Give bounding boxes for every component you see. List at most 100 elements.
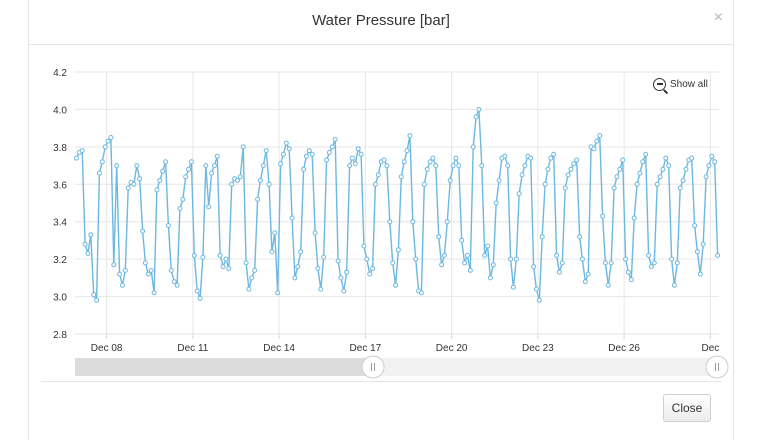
show-all-button[interactable]: Show all (653, 76, 708, 92)
y-tick-label: 3.2 (53, 255, 67, 266)
data-point (574, 157, 580, 163)
data-point (554, 252, 560, 258)
data-point (283, 140, 289, 146)
data-point (234, 178, 240, 183)
data-point (312, 230, 318, 236)
data-point (617, 166, 623, 172)
data-point (522, 163, 528, 169)
range-navigator[interactable] (75, 355, 729, 379)
data-point (372, 181, 378, 187)
data-point (151, 290, 157, 296)
data-point (657, 174, 663, 180)
data-point (542, 181, 548, 187)
data-point (577, 234, 583, 240)
y-tick-label: 3.0 (53, 293, 67, 304)
data-point (660, 166, 666, 172)
data-point (677, 185, 683, 191)
data-point (637, 170, 643, 176)
data-point (433, 163, 439, 169)
data-point (493, 200, 499, 206)
close-button[interactable]: Close (663, 394, 711, 422)
data-point (634, 181, 640, 187)
data-point (191, 252, 197, 258)
data-point (395, 247, 401, 253)
x-tick-label: Dec (701, 343, 719, 354)
x-tick-label: Dec 11 (177, 343, 208, 354)
data-point (148, 267, 154, 273)
data-point (384, 163, 390, 169)
data-point (651, 260, 657, 266)
data-point (683, 166, 689, 172)
data-point (482, 252, 488, 258)
data-point (712, 159, 718, 165)
data-point (145, 271, 151, 277)
data-point (703, 174, 709, 180)
data-point (620, 157, 626, 163)
data-point (99, 159, 105, 165)
data-point (329, 144, 335, 150)
data-point (536, 297, 542, 303)
data-point (611, 185, 617, 191)
data-point (628, 277, 634, 283)
data-point (582, 279, 588, 285)
data-point (203, 163, 209, 169)
data-point (381, 157, 387, 163)
data-point (309, 151, 315, 157)
navigator-right-handle[interactable] (705, 355, 729, 379)
data-point (496, 178, 502, 183)
data-point (706, 163, 712, 169)
data-point (666, 163, 672, 169)
data-point (223, 256, 229, 262)
data-point (436, 234, 442, 240)
data-point (709, 153, 715, 159)
data-point (625, 269, 631, 275)
data-point (663, 155, 669, 161)
data-point (344, 269, 350, 275)
show-all-label: Show all (670, 78, 708, 90)
data-point (528, 155, 534, 161)
data-point (301, 166, 307, 172)
data-point (648, 264, 654, 270)
data-point (562, 185, 568, 191)
data-point (140, 228, 146, 234)
data-point (490, 262, 496, 268)
data-point (427, 159, 433, 165)
data-point (669, 256, 675, 262)
y-tick-label: 2.8 (53, 330, 67, 341)
y-axis-ticks: 2.8 3.0 3.2 3.4 3.6 3.8 4.0 4.2 (53, 68, 67, 341)
data-point (79, 148, 85, 154)
data-point (568, 166, 574, 172)
data-point (272, 230, 278, 236)
data-point (404, 148, 410, 154)
data-point (533, 286, 539, 292)
data-point (519, 172, 525, 178)
data-point (421, 181, 427, 187)
data-point (321, 254, 327, 260)
x-tick-label: Dec 14 (263, 343, 295, 354)
data-point (102, 144, 108, 150)
y-tick-label: 3.8 (53, 143, 67, 154)
data-point (108, 135, 114, 140)
data-point (430, 155, 436, 161)
data-point (177, 206, 183, 212)
data-point (117, 271, 123, 277)
data-point (186, 166, 192, 172)
data-point (269, 249, 275, 255)
data-point (263, 148, 269, 154)
page-backdrop (0, 0, 28, 440)
x-tick-label: Dec 08 (91, 343, 123, 354)
data-point (614, 174, 620, 180)
navigator-left-handle[interactable] (361, 355, 385, 379)
data-point (473, 114, 479, 120)
data-point (358, 151, 364, 157)
data-point (479, 163, 485, 169)
data-point (545, 166, 551, 172)
data-point (505, 163, 511, 169)
data-point (211, 163, 217, 169)
data-point (387, 219, 393, 225)
data-point (361, 243, 367, 249)
data-point (355, 146, 361, 152)
data-point (252, 267, 258, 273)
navigator-handle-knob (705, 355, 729, 379)
close-icon[interactable]: × (713, 9, 723, 26)
